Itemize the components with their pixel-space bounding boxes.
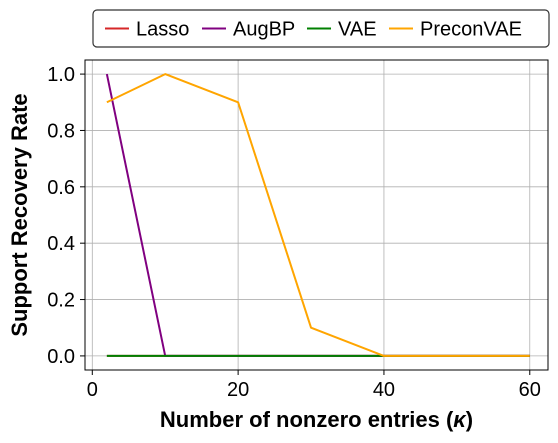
x-tick-label: 60	[519, 379, 541, 401]
legend-label-lasso: Lasso	[136, 19, 189, 41]
legend-label-preconvae: PreconVAE	[420, 19, 522, 41]
x-tick-label: 0	[87, 379, 98, 401]
series-line-preconvae	[106, 73, 530, 357]
series-line-augbp	[105, 73, 530, 357]
y-tick-label: 1.0	[47, 64, 75, 86]
x-axis-title: Number of nonzero entries (κ)	[160, 407, 473, 432]
plot-frame	[84, 59, 549, 371]
legend: Lasso AugBP VAE PreconVAE	[92, 9, 550, 48]
y-tick-label: 0.0	[47, 346, 75, 368]
y-tick-label: 0.6	[47, 177, 75, 199]
y-axis-title: Support Recovery Rate	[7, 93, 32, 336]
y-tick-label: 0.4	[47, 233, 75, 255]
grid	[85, 60, 548, 370]
y-axis-ticks: 0.0 0.2 0.4 0.6 0.8 1.0	[47, 64, 85, 368]
y-tick-label: 0.2	[47, 290, 75, 312]
x-tick-label: 20	[227, 379, 249, 401]
legend-label-augbp: AugBP	[233, 19, 295, 41]
y-tick-label: 0.8	[47, 120, 75, 142]
x-axis-ticks: 0 20 40 60	[87, 370, 541, 401]
series-lines	[105, 73, 530, 357]
legend-label-vae: VAE	[338, 19, 377, 41]
x-tick-label: 40	[373, 379, 395, 401]
